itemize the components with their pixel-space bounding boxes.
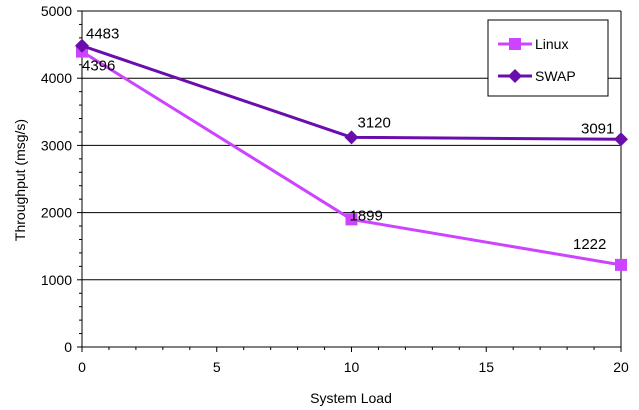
x-tick-label: 20: [613, 359, 629, 375]
data-point-swap: [344, 130, 359, 145]
y-tick-label: 2000: [41, 205, 72, 221]
x-tick-label: 5: [213, 359, 221, 375]
legend-box: [487, 19, 609, 97]
data-point-linux: [615, 258, 627, 271]
data-point-swap: [75, 38, 89, 53]
y-tick-label: 0: [64, 339, 72, 355]
data-point-linux: [345, 213, 358, 226]
y-tick-label: 5000: [41, 3, 72, 19]
data-point-swap: [614, 132, 628, 147]
legend-marker-linux: [509, 38, 521, 50]
data-label-linux: 1899: [350, 207, 383, 224]
x-tick-label: 0: [78, 359, 86, 375]
series-group: [75, 38, 628, 271]
legend-marker-swap: [508, 69, 522, 83]
x-tick-label: 15: [478, 359, 494, 375]
legend: Linux SWAP: [487, 19, 609, 97]
y-tick-label: 4000: [41, 70, 72, 86]
axes: 0 1000 2000 3000 4000 5000 0 5 10 15 20: [41, 3, 629, 375]
x-tick-label: 10: [344, 359, 360, 375]
legend-label-swap: SWAP: [535, 68, 576, 84]
data-label-swap: 3091: [581, 120, 614, 137]
grid-lines: [82, 10, 622, 347]
y-axis-title: Throughput (msg/s): [12, 119, 28, 241]
y-tick-label: 1000: [41, 272, 72, 288]
legend-label-linux: Linux: [535, 36, 568, 52]
data-labels: 4396 1899 1222 4483 3120 3091: [82, 26, 614, 253]
data-label-linux: 4396: [82, 58, 115, 75]
y-tick-label: 3000: [41, 137, 72, 153]
data-label-swap: 4483: [86, 26, 119, 43]
data-label-linux: 1222: [573, 236, 606, 253]
series-swap: [75, 38, 628, 147]
x-axis-title: System Load: [310, 390, 392, 406]
data-label-swap: 3120: [358, 114, 391, 131]
